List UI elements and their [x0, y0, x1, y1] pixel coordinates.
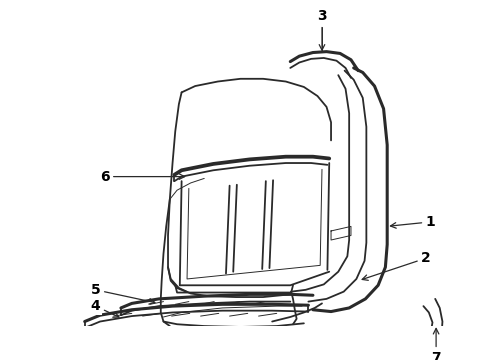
Text: 7: 7 [431, 328, 441, 360]
Text: 3: 3 [317, 9, 327, 50]
Text: 1: 1 [391, 215, 436, 229]
Text: 4: 4 [91, 299, 119, 317]
Text: 6: 6 [100, 170, 185, 184]
Text: 2: 2 [362, 251, 431, 280]
Text: 5: 5 [91, 283, 155, 304]
